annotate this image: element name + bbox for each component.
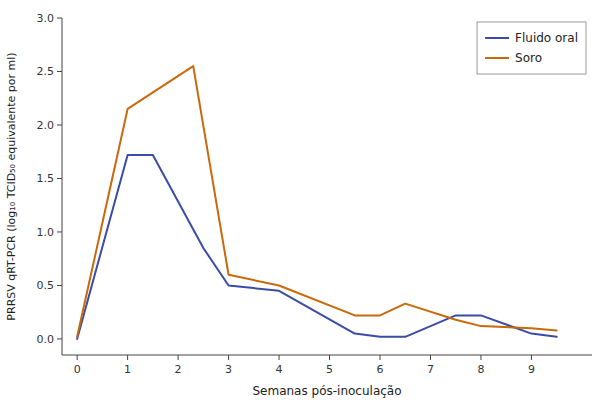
y-tick-label: 2.0: [37, 119, 55, 132]
legend-label: Soro: [515, 51, 542, 65]
y-tick-label: 3.0: [37, 12, 55, 25]
y-tick-label: 1.0: [37, 226, 55, 239]
x-tick: [228, 355, 229, 360]
x-tick: [531, 355, 532, 360]
y-tick-label: 0.5: [37, 279, 55, 292]
chart-container: 0 1 2 3 4 5 6 7 8 9 0.0 0.5 1.0 1.5 2.0 2.5 3.0 Semanas p…: [0, 0, 610, 407]
y-tick: [57, 178, 62, 179]
x-tick: [77, 355, 78, 360]
axes: 0 1 2 3 4 5 6 7 8 9 0.0 0.5 1.0 1.5 2.0 2.5 3.0: [37, 12, 593, 376]
x-tick: [380, 355, 381, 360]
x-tick-label: 5: [326, 363, 333, 376]
chart: 0 1 2 3 4 5 6 7 8 9 0.0 0.5 1.0 1.5 2.0 2.5 3.0 Semanas p…: [0, 0, 610, 407]
y-tick: [57, 124, 62, 125]
y-tick: [57, 18, 62, 19]
legend-label: Fluido oral: [515, 31, 578, 45]
y-tick-label: 0.0: [37, 333, 55, 346]
x-tick: [480, 355, 481, 360]
x-axis-label: Semanas pós-inoculação: [252, 384, 401, 398]
y-tick: [57, 338, 62, 339]
x-tick-label: 4: [276, 363, 283, 376]
x-tick-label: 3: [225, 363, 232, 376]
x-tick: [430, 355, 431, 360]
x-tick: [329, 355, 330, 360]
x-tick: [178, 355, 179, 360]
y-tick: [57, 231, 62, 232]
y-tick-label: 2.5: [37, 65, 55, 78]
x-tick-label: 8: [477, 363, 484, 376]
x-tick-label: 7: [427, 363, 434, 376]
legend: Fluido oral Soro: [477, 22, 586, 74]
y-axis-line: [62, 18, 63, 355]
x-axis-line: [62, 355, 592, 356]
x-tick-label: 1: [124, 363, 131, 376]
x-tick: [279, 355, 280, 360]
series-line: [77, 66, 557, 337]
legend-box: [477, 22, 586, 74]
y-tick-label: 1.5: [37, 172, 55, 185]
y-axis-label: PRRSV qRT-PCR (log₁₀ TCID₅₀ equivalente …: [5, 52, 18, 320]
plot-area: [77, 66, 557, 339]
x-tick-label: 9: [528, 363, 535, 376]
series-line: [77, 155, 557, 339]
x-tick: [127, 355, 128, 360]
x-tick-label: 2: [175, 363, 182, 376]
legend-swatch: [485, 57, 509, 59]
x-tick-label: 6: [377, 363, 384, 376]
x-tick-label: 0: [74, 363, 81, 376]
legend-swatch: [485, 37, 509, 39]
y-tick: [57, 71, 62, 72]
y-tick: [57, 285, 62, 286]
